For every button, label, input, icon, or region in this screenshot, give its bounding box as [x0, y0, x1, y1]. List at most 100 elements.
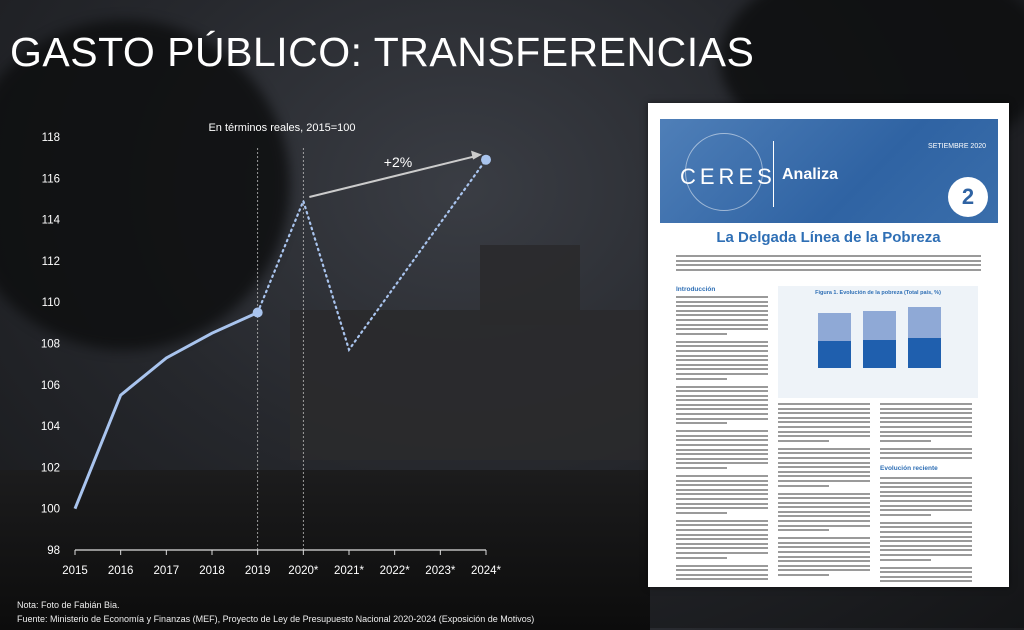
text-line — [676, 328, 768, 331]
text-line — [778, 529, 829, 532]
text-line — [676, 268, 981, 271]
text-line — [676, 493, 768, 496]
brand-logo: CERES — [680, 164, 776, 189]
text-line — [676, 296, 768, 298]
background-building — [290, 310, 650, 460]
x-tick-label: 2015 — [62, 565, 88, 577]
text-line — [676, 497, 768, 500]
text-line — [778, 537, 870, 540]
text-line — [778, 447, 870, 450]
text-line — [880, 544, 972, 547]
text-line — [676, 318, 768, 321]
text-line — [880, 430, 972, 433]
text-line — [676, 578, 768, 581]
text-line — [778, 470, 870, 473]
text-line — [676, 479, 768, 482]
text-line — [778, 479, 870, 482]
text-line — [778, 564, 870, 567]
text-line — [778, 506, 870, 509]
text-line — [778, 421, 870, 424]
text-line — [676, 453, 768, 456]
growth-arrow — [309, 154, 479, 198]
y-tick-label: 108 — [41, 339, 60, 351]
text-line — [778, 560, 870, 563]
text-line — [676, 564, 768, 567]
text-line — [778, 492, 870, 495]
text-line — [676, 488, 768, 491]
text-line — [676, 372, 768, 375]
text-line — [676, 255, 981, 257]
text-line — [676, 556, 727, 559]
text-line — [880, 540, 972, 543]
source-note: Fuente: Ministerio de Economía y Finanza… — [17, 614, 535, 624]
text-line — [676, 399, 768, 402]
text-line — [676, 305, 768, 308]
text-line — [778, 425, 870, 428]
x-tick-label: 2024* — [471, 565, 502, 577]
chart-subtitle: En términos reales, 2015=100 — [208, 122, 355, 134]
text-line — [880, 566, 972, 569]
text-line — [676, 519, 768, 522]
text-line — [778, 407, 870, 410]
y-tick-label: 102 — [41, 462, 60, 474]
text-line — [676, 314, 768, 317]
text-line — [778, 501, 870, 504]
text-line — [778, 430, 870, 433]
text-line — [880, 580, 972, 583]
text-line — [676, 511, 727, 514]
text-line — [676, 528, 768, 531]
footnotes: Nota: Foto de Fabián Bia. Fuente: Minist… — [17, 598, 534, 626]
x-tick-label: 2018 — [199, 565, 225, 577]
text-line — [676, 475, 768, 477]
series-line-observado — [73, 311, 259, 510]
text-line — [676, 524, 768, 527]
text-line — [778, 569, 870, 572]
text-line — [778, 524, 870, 527]
text-line — [676, 390, 768, 393]
data-point — [481, 154, 491, 165]
text-line — [676, 363, 768, 366]
text-line — [880, 509, 972, 512]
report-date: SETIEMBRE 2020 — [928, 143, 986, 150]
text-line — [676, 533, 768, 536]
text-line — [676, 264, 981, 267]
text-line — [778, 497, 870, 500]
text-line — [676, 345, 768, 348]
body-column — [676, 296, 768, 583]
text-line — [676, 417, 768, 420]
text-line — [778, 439, 829, 442]
text-line — [880, 490, 972, 493]
text-line — [880, 481, 972, 484]
text-line — [676, 547, 768, 550]
x-tick-label: 2020* — [288, 565, 319, 577]
text-line — [676, 434, 768, 437]
text-line — [880, 549, 972, 552]
text-line — [880, 553, 972, 556]
text-line — [880, 571, 972, 574]
text-line — [778, 475, 870, 478]
text-line — [778, 520, 870, 523]
text-line — [676, 542, 768, 545]
text-line — [880, 452, 972, 455]
text-line — [676, 408, 768, 411]
y-tick-label: 110 — [42, 297, 60, 309]
text-line — [880, 504, 972, 507]
text-line — [778, 546, 870, 549]
text-line — [676, 430, 768, 433]
text-line — [676, 538, 768, 541]
text-line — [676, 332, 727, 335]
text-line — [778, 456, 870, 459]
body-column — [880, 403, 972, 462]
body-column — [778, 403, 870, 582]
x-tick-label: 2019 — [245, 565, 271, 577]
text-line — [676, 448, 768, 451]
text-line — [880, 535, 972, 538]
logo-ring-icon — [685, 133, 763, 211]
text-line — [880, 499, 972, 502]
text-line — [676, 467, 727, 469]
growth-annotation: +2% — [384, 154, 412, 170]
text-line — [778, 541, 870, 544]
text-line — [676, 444, 768, 447]
text-line — [676, 340, 768, 343]
figure-bar — [908, 338, 941, 368]
